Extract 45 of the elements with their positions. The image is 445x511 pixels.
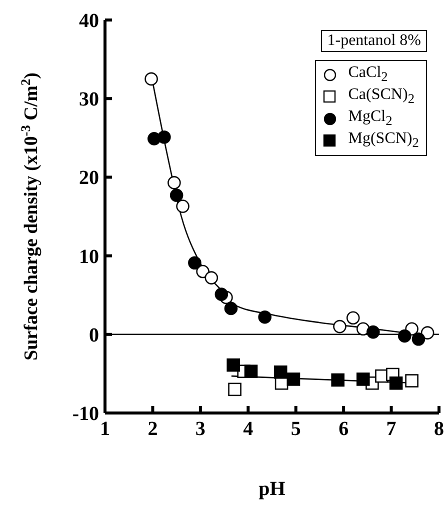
- point: [176, 200, 190, 213]
- point: [366, 325, 380, 339]
- point: [346, 311, 360, 325]
- point: [405, 374, 418, 388]
- legend-label: MgCl$_{2}$: [348, 108, 392, 130]
- point: [333, 320, 346, 334]
- legend-title: 1-pentanol 8%: [321, 30, 427, 52]
- y-tick-label: 0: [89, 324, 99, 346]
- point: [228, 382, 242, 396]
- point: [389, 376, 403, 390]
- point: [158, 130, 171, 144]
- point: [258, 310, 272, 324]
- point: [398, 329, 412, 343]
- y-tick-label: -10: [72, 403, 99, 425]
- point: [226, 358, 240, 372]
- legend-label: Mg(SCN)$_{2}$: [348, 130, 419, 152]
- point: [244, 364, 258, 378]
- y-tick-label: 40: [79, 10, 99, 32]
- point: [331, 373, 344, 387]
- point: [274, 365, 288, 379]
- point: [144, 72, 158, 86]
- x-tick-label: 3: [195, 418, 206, 440]
- point: [420, 326, 434, 340]
- point: [168, 176, 181, 190]
- y-tick-label: 30: [79, 88, 99, 111]
- legend-label: Ca(SCN)$_{2}$: [348, 86, 414, 108]
- point: [204, 271, 218, 284]
- point: [412, 332, 426, 346]
- x-tick-label: 7: [386, 418, 396, 440]
- y-tick-label: 20: [79, 167, 99, 190]
- point: [356, 372, 370, 386]
- legend-label: CaCl$_{2}$: [348, 64, 388, 86]
- point: [286, 372, 300, 386]
- x-tick-label: 1: [100, 418, 110, 440]
- x-tick-label: 6: [338, 418, 349, 440]
- y-tick-label: 10: [79, 246, 99, 268]
- x-tick-label: 2: [148, 418, 158, 440]
- point: [170, 188, 184, 202]
- x-axis-title: pH: [258, 478, 286, 500]
- point: [224, 302, 238, 316]
- x-tick-label: 4: [243, 418, 254, 440]
- point: [188, 256, 202, 270]
- x-tick-label: 5: [290, 418, 301, 440]
- x-tick-label: 8: [434, 418, 444, 440]
- point: [214, 288, 228, 301]
